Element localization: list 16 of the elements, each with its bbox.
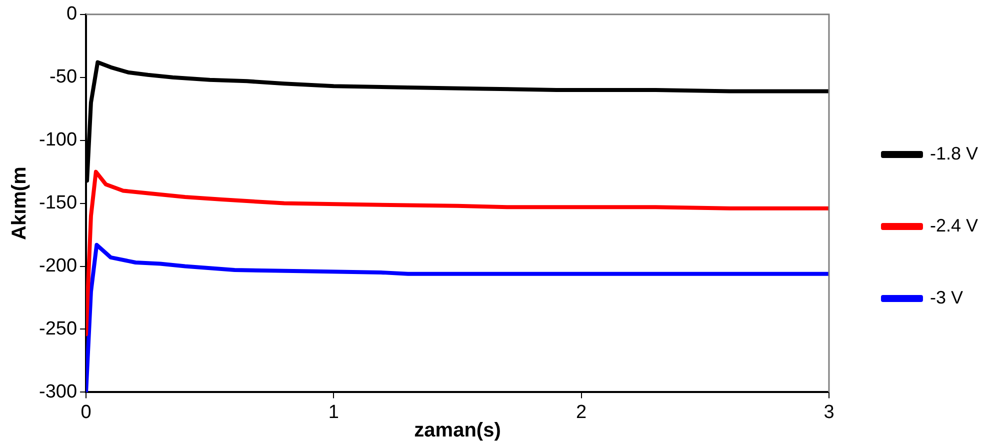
y-tick-label: 0 — [66, 4, 78, 25]
y-tick-label: -50 — [50, 66, 78, 88]
legend-label: -1.8 V — [930, 143, 978, 164]
legend-label: -2.4 V — [930, 215, 978, 236]
legend-label: -3 V — [930, 287, 963, 308]
y-tick-label: -150 — [38, 192, 78, 214]
x-tick-label: 1 — [328, 402, 339, 423]
y-tick-label: -100 — [38, 130, 78, 151]
y-tick-label: -300 — [38, 381, 78, 402]
x-tick-label: 2 — [576, 402, 587, 423]
y-axis-title: Akım(m — [8, 166, 31, 240]
y-tick-label: -200 — [38, 256, 78, 276]
x-tick-label: 3 — [824, 402, 834, 423]
x-axis-title: zaman(s) — [414, 420, 501, 442]
y-tick-label: -250 — [38, 318, 78, 340]
x-tick-label: 0 — [80, 402, 92, 423]
